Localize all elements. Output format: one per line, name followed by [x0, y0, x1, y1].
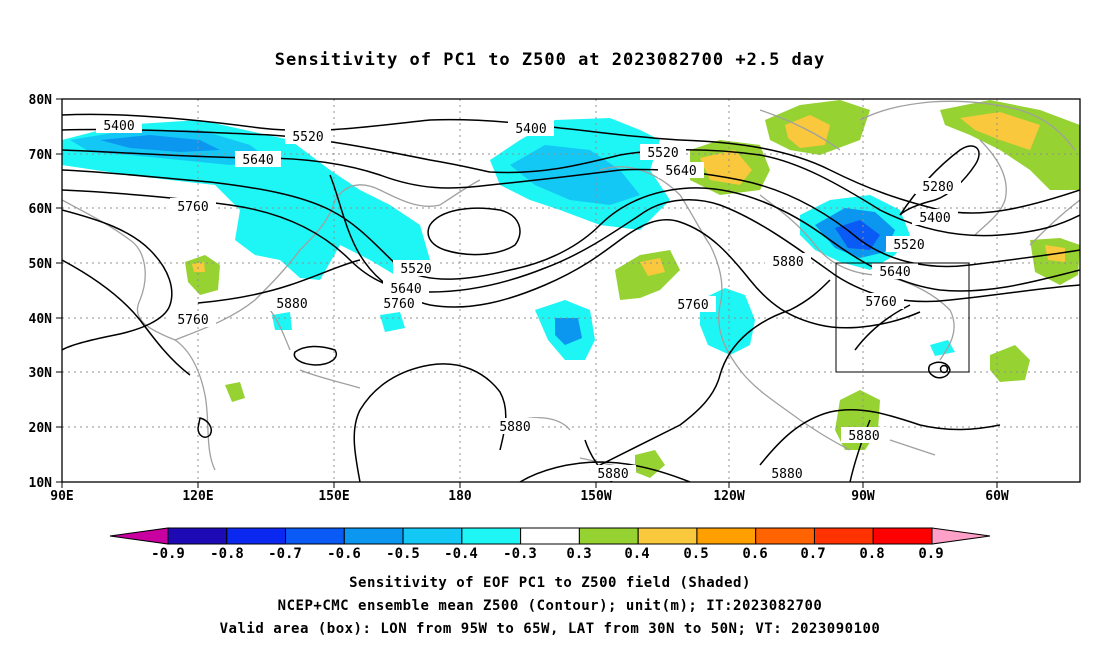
lon-label: 90E	[50, 489, 73, 504]
contour-label: 5760	[865, 295, 896, 310]
pos-region-midatlantic	[990, 345, 1030, 382]
colorbar-label: -0.8	[210, 546, 244, 562]
plot-title: Sensitivity of PC1 to Z500 at 2023082700…	[274, 50, 826, 70]
contour-label: 5400	[103, 119, 134, 134]
colorbar-cell	[813, 527, 874, 545]
contour-label: 5760	[677, 298, 708, 313]
contour-label: 5400	[515, 122, 546, 137]
axis-ticks	[56, 98, 998, 488]
contour-label: 5760	[177, 313, 208, 328]
contour-label: 5520	[647, 146, 678, 161]
lon-label: 180	[448, 489, 472, 504]
neg-region-small-1	[380, 312, 405, 332]
neg-region-small-3	[272, 312, 292, 330]
colorbar-label: -0.3	[503, 546, 537, 562]
colorbar-label: 0.8	[859, 546, 884, 562]
lat-label: 20N	[29, 421, 53, 436]
pos-region-alaska-core	[700, 150, 752, 185]
colorbar-label: -0.4	[444, 546, 478, 562]
lat-label: 50N	[29, 257, 53, 272]
colorbar-label: -0.7	[268, 546, 302, 562]
latitude-labels: 80N 70N 60N 50N 40N 30N 20N 10N	[29, 93, 53, 491]
colorbar-cell	[520, 527, 580, 545]
pos-region-gulf-alaska-core	[640, 258, 665, 276]
contour-label: 5280	[922, 180, 953, 195]
contour-label: 5640	[665, 164, 696, 179]
colorbar-cell	[285, 527, 345, 545]
pos-region-small-1	[225, 382, 245, 402]
caption-line-2: NCEP+CMC ensemble mean Z500 (Contour); u…	[277, 598, 823, 614]
lon-label: 150E	[318, 489, 349, 504]
contour-label: 5760	[383, 297, 414, 312]
contour-label: 5520	[400, 262, 431, 277]
contour-label: 5640	[390, 282, 421, 297]
colorbar-cell	[637, 527, 698, 545]
colorbar-low-arrow	[109, 527, 169, 545]
colorbar-label: 0.3	[566, 546, 591, 562]
colorbar-cells	[167, 527, 933, 545]
contour-label: 5880	[499, 420, 530, 435]
contour-label: 5520	[893, 238, 924, 253]
colorbar-cell	[872, 527, 933, 545]
colorbar-cell	[402, 527, 463, 545]
colorbar-label: 0.6	[742, 546, 767, 562]
lon-label: 120E	[182, 489, 213, 504]
colorbar-label: 0.5	[683, 546, 708, 562]
graticule	[62, 99, 1080, 482]
contour-label: 5880	[276, 297, 307, 312]
colorbar-cell	[755, 527, 815, 545]
lon-label: 60W	[985, 489, 1009, 504]
lat-label: 10N	[29, 476, 53, 491]
contour-label: 5400	[919, 211, 950, 226]
colorbar-label: -0.6	[327, 546, 361, 562]
colorbar-cell	[167, 527, 228, 545]
colorbar-label: 0.4	[624, 546, 649, 562]
coastlines	[62, 100, 1080, 471]
contour-label: 5640	[242, 153, 273, 168]
colorbar-labels: -0.9 -0.8 -0.7 -0.6 -0.5 -0.4 -0.3 0.3 0…	[151, 546, 944, 562]
colorbar-high-arrow	[931, 527, 991, 545]
lat-label: 80N	[29, 93, 53, 108]
colorbar-label: -0.9	[151, 546, 185, 562]
lon-label: 90W	[851, 489, 875, 504]
colorbar-label: -0.5	[386, 546, 420, 562]
contour-label: 5880	[771, 467, 802, 482]
pos-region-arctic-canada-core	[785, 115, 830, 148]
neg-region-central-pac-core	[555, 318, 582, 345]
contour-labels: 5400 5520 5400 5640 5760 5520 5640 5280 …	[96, 117, 961, 482]
caption-line-1: Sensitivity of EOF PC1 to Z500 field (Sh…	[349, 575, 751, 591]
lat-label: 70N	[29, 148, 53, 163]
neg-region-hudson-deep	[835, 220, 880, 250]
lat-label: 40N	[29, 312, 53, 327]
lon-label: 150W	[580, 489, 611, 504]
colorbar-cell	[461, 527, 522, 545]
neg-region-small-2	[930, 340, 955, 356]
neg-region-nw-pacific	[62, 120, 430, 280]
colorbar-label: 0.9	[918, 546, 943, 562]
valid-area-box	[835, 262, 970, 373]
longitude-labels: 90E 120E 150E 180 150W 120W 90W 60W	[50, 489, 1009, 504]
neg-region-nw-pacific-deep	[100, 135, 220, 152]
colorbar-cell	[696, 527, 757, 545]
contour-label: 5880	[772, 255, 803, 270]
colorbar-cell	[226, 527, 287, 545]
colorbar-cell	[578, 527, 639, 545]
contour-label: 5880	[848, 429, 879, 444]
colorbar-label: 0.7	[800, 546, 825, 562]
colorbar-cell	[343, 527, 404, 545]
lat-label: 60N	[29, 202, 53, 217]
lon-label: 120W	[713, 489, 744, 504]
colorbar: -0.9 -0.8 -0.7 -0.6 -0.5 -0.4 -0.3 0.3 0…	[109, 527, 991, 562]
contour-label: 5640	[879, 265, 910, 280]
contour-label: 5760	[177, 200, 208, 215]
pos-region-greenland-core	[960, 112, 1040, 150]
lat-label: 30N	[29, 366, 53, 381]
caption-line-3: Valid area (box): LON from 95W to 65W, L…	[219, 621, 881, 637]
contour-label: 5880	[597, 467, 628, 482]
contour-label: 5520	[292, 130, 323, 145]
